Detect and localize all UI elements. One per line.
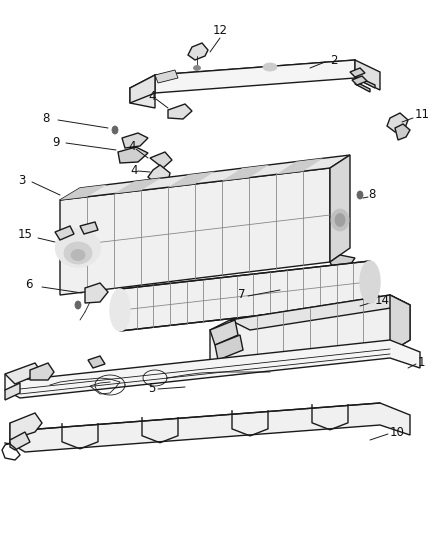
Ellipse shape — [64, 242, 92, 264]
Polygon shape — [329, 265, 353, 280]
Polygon shape — [222, 165, 268, 181]
Polygon shape — [5, 363, 42, 384]
Polygon shape — [354, 60, 379, 90]
Polygon shape — [85, 283, 108, 303]
Polygon shape — [276, 158, 322, 174]
Ellipse shape — [55, 229, 100, 267]
Text: 4: 4 — [130, 164, 137, 176]
Ellipse shape — [112, 126, 118, 134]
Polygon shape — [10, 432, 30, 450]
Ellipse shape — [193, 66, 200, 70]
Polygon shape — [130, 75, 155, 103]
Polygon shape — [122, 133, 148, 148]
Ellipse shape — [71, 249, 85, 261]
Text: 7: 7 — [237, 288, 245, 302]
Ellipse shape — [262, 63, 276, 71]
Text: 5: 5 — [148, 382, 155, 394]
Text: 4: 4 — [128, 141, 135, 154]
Polygon shape — [168, 172, 215, 187]
Polygon shape — [215, 335, 243, 360]
Text: 3: 3 — [18, 174, 25, 187]
Ellipse shape — [110, 289, 130, 331]
Text: 8: 8 — [42, 111, 49, 125]
Text: 11: 11 — [414, 109, 429, 122]
Text: 9: 9 — [52, 135, 60, 149]
Polygon shape — [5, 340, 419, 398]
Text: 2: 2 — [329, 53, 337, 67]
Polygon shape — [118, 147, 148, 163]
Polygon shape — [10, 413, 42, 440]
Polygon shape — [209, 295, 409, 375]
Ellipse shape — [356, 191, 362, 199]
Polygon shape — [130, 88, 155, 108]
Polygon shape — [80, 222, 98, 234]
Polygon shape — [209, 320, 237, 345]
Text: 6: 6 — [25, 279, 32, 292]
Text: 8: 8 — [367, 189, 374, 201]
Polygon shape — [155, 70, 177, 83]
Polygon shape — [114, 178, 161, 193]
Polygon shape — [10, 403, 409, 452]
Polygon shape — [329, 155, 349, 262]
Polygon shape — [5, 383, 20, 400]
Polygon shape — [60, 155, 349, 200]
Ellipse shape — [75, 301, 81, 309]
Polygon shape — [88, 356, 105, 368]
Polygon shape — [187, 43, 208, 60]
Polygon shape — [155, 60, 354, 93]
Polygon shape — [389, 295, 409, 352]
Text: 10: 10 — [389, 425, 404, 439]
Polygon shape — [230, 295, 409, 330]
Polygon shape — [168, 104, 191, 119]
Polygon shape — [60, 185, 107, 200]
Polygon shape — [349, 68, 364, 77]
Polygon shape — [354, 82, 369, 92]
Polygon shape — [386, 113, 407, 132]
Ellipse shape — [334, 214, 344, 227]
Polygon shape — [354, 77, 374, 88]
Ellipse shape — [359, 261, 379, 303]
Polygon shape — [150, 152, 172, 168]
Polygon shape — [60, 168, 329, 295]
Polygon shape — [55, 226, 74, 240]
Text: 4: 4 — [148, 91, 155, 103]
Polygon shape — [120, 261, 369, 331]
Ellipse shape — [330, 209, 348, 231]
Polygon shape — [351, 76, 366, 85]
Polygon shape — [394, 124, 409, 140]
Text: 15: 15 — [18, 229, 33, 241]
Polygon shape — [148, 165, 170, 183]
Polygon shape — [30, 363, 54, 380]
Polygon shape — [329, 255, 354, 272]
Text: 1: 1 — [417, 356, 424, 368]
Text: 14: 14 — [374, 294, 389, 306]
Text: 12: 12 — [212, 23, 227, 36]
